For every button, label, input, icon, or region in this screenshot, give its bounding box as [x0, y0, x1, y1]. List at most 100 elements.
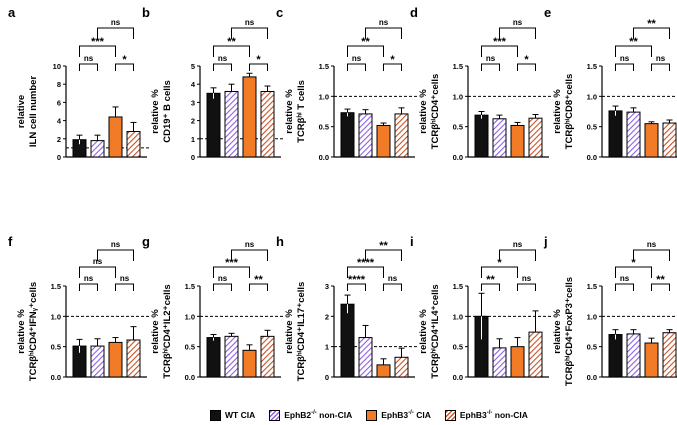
y-axis-label-line: relative %	[284, 89, 295, 134]
significance-bracket	[651, 283, 670, 291]
bar-wt	[206, 337, 221, 378]
y-axis-label: relative %TCRβʰⁱCD4⁺IL2⁺cells	[150, 284, 173, 378]
significance-bracket	[347, 283, 366, 291]
significance-bracket	[481, 283, 500, 291]
y-tick-label: 1.5	[587, 62, 597, 71]
y-axis-label-line: TCRβʰⁱCD4⁺IL4⁺cells	[429, 284, 441, 378]
y-tick-label: 3	[325, 282, 329, 291]
panel-letter: a	[8, 5, 16, 20]
y-axis-label-line: relative %	[552, 309, 563, 354]
legend-label-ephb3non: EphB3-/- non-CIA	[459, 410, 528, 420]
significance-label: ns	[218, 274, 228, 283]
bar-ephb3	[242, 349, 257, 378]
y-tick-label: 1.5	[319, 62, 329, 71]
significance-bracket	[615, 283, 634, 291]
y-axis-label-line: TCRβʰⁱCD8⁺cells	[563, 74, 575, 150]
significance-bracket	[383, 63, 402, 71]
significance-label: ns	[245, 240, 255, 249]
bar-ephb2	[90, 345, 105, 378]
significance-bracket	[97, 249, 134, 261]
legend-item-ephb3non: EphB3-/- non-CIA	[444, 409, 528, 421]
significance-label: **	[254, 274, 263, 286]
panel-letter: g	[142, 234, 150, 249]
y-axis-label-line: relative %	[418, 89, 429, 134]
significance-label: ns	[120, 274, 130, 283]
significance-bracket	[347, 45, 384, 57]
significance-label: **	[629, 36, 638, 48]
y-axis-label: relativeILN cell number	[16, 76, 39, 148]
significance-bracket	[249, 63, 268, 71]
significance-label: *	[631, 257, 636, 269]
significance-bracket	[499, 249, 536, 261]
y-axis-label: relative %TCRβʰⁱCD4⁺IL17⁺cells	[284, 282, 307, 382]
bar-ephb3non	[528, 117, 543, 158]
significance-bracket	[633, 27, 670, 39]
legend-swatch-ephb2	[269, 409, 281, 421]
y-axis-label: relative %TCRβʰⁱCD4⁺cells	[418, 74, 441, 150]
significance-bracket	[481, 266, 518, 278]
significance-label: ***	[225, 257, 239, 269]
y-tick-label: 2	[191, 117, 195, 126]
significance-label: **	[379, 240, 388, 252]
significance-label: ns	[84, 274, 94, 283]
y-tick-label: 0.0	[453, 373, 463, 382]
y-tick-label: 1.0	[587, 312, 597, 321]
panel-d: d relative %TCRβʰⁱCD4⁺cells 0.0 0.5 1.0 1.5 ns…	[410, 5, 553, 162]
panel-f: f relative %TCRβʰⁱCD4⁺IFNᵧ⁺cells 0.0 0.5 1.0…	[8, 234, 151, 382]
significance-label: ***	[493, 36, 507, 48]
significance-bracket	[79, 283, 98, 291]
panel-letter: i	[410, 234, 414, 249]
significance-bracket	[213, 45, 250, 57]
y-axis-label-line: TCRβʰⁱCD4⁺FoxP3⁺cells	[563, 277, 575, 386]
y-axis-label-line: TCRβʰⁱCD4⁺IL17⁺cells	[295, 282, 307, 382]
significance-bracket	[97, 27, 134, 39]
significance-bracket	[347, 266, 384, 278]
legend-label-ephb3: EphB3-/- CIA	[381, 410, 431, 420]
bar-wt	[474, 114, 489, 158]
y-tick-label: 0	[191, 153, 195, 162]
significance-label: *	[390, 54, 395, 66]
panel-letter: f	[8, 234, 13, 249]
significance-bracket	[615, 45, 652, 57]
significance-bracket	[499, 27, 536, 39]
y-axis-label: relative %TCRβʰⁱCD4⁺FoxP3⁺cells	[552, 277, 575, 386]
y-tick-label: 1.5	[185, 282, 195, 291]
significance-label: ns	[379, 18, 389, 27]
y-axis-label-line: CD19⁺ B cells	[162, 80, 173, 143]
significance-bracket	[79, 63, 98, 71]
panel-g: g relative %TCRβʰⁱCD4⁺IL2⁺cells 0.0 0.5 1.0 1…	[142, 234, 285, 382]
significance-label: ns	[111, 18, 121, 27]
y-tick-label: 0.5	[587, 343, 597, 352]
significance-label: ****	[348, 274, 366, 286]
significance-bracket	[615, 266, 652, 278]
legend-label-wt: WT CIA	[225, 410, 256, 420]
y-tick-label: 4	[57, 117, 62, 126]
significance-label: ns	[513, 18, 523, 27]
significance-bracket	[79, 266, 116, 278]
y-axis-label: relative %TCRβʰⁱCD8⁺cells	[552, 74, 575, 150]
bar-ephb3non	[528, 331, 543, 378]
y-axis-label-line: relative %	[284, 309, 295, 354]
significance-bracket	[115, 283, 134, 291]
bar-ephb3	[108, 341, 123, 378]
y-axis-label-line: ILN cell number	[28, 76, 39, 148]
y-tick-label: 2	[325, 312, 329, 321]
significance-label: ns	[84, 54, 94, 63]
panel-e: e relative %TCRβʰⁱCD8⁺cells 0.0 0.5 1.0 1.5 ns…	[544, 5, 677, 162]
y-tick-label: 1.5	[453, 62, 463, 71]
y-tick-label: 6	[57, 98, 61, 107]
y-tick-label: 0.0	[587, 153, 597, 162]
bar-ephb3	[376, 364, 391, 378]
significance-bracket	[213, 63, 232, 71]
bar-ephb3	[242, 76, 257, 158]
panel-i: i relative %TCRβʰⁱCD4⁺IL4⁺cells 0.0 0.5 1.0 1…	[410, 234, 553, 382]
y-axis-label-line: relative %	[552, 89, 563, 134]
y-tick-label: 8	[57, 80, 61, 89]
significance-bracket	[347, 63, 366, 71]
significance-label: ns	[111, 240, 121, 249]
y-axis-label-line: TCRβʰⁱCD4⁺IL2⁺cells	[161, 284, 173, 378]
y-tick-label: 0.5	[453, 123, 463, 132]
